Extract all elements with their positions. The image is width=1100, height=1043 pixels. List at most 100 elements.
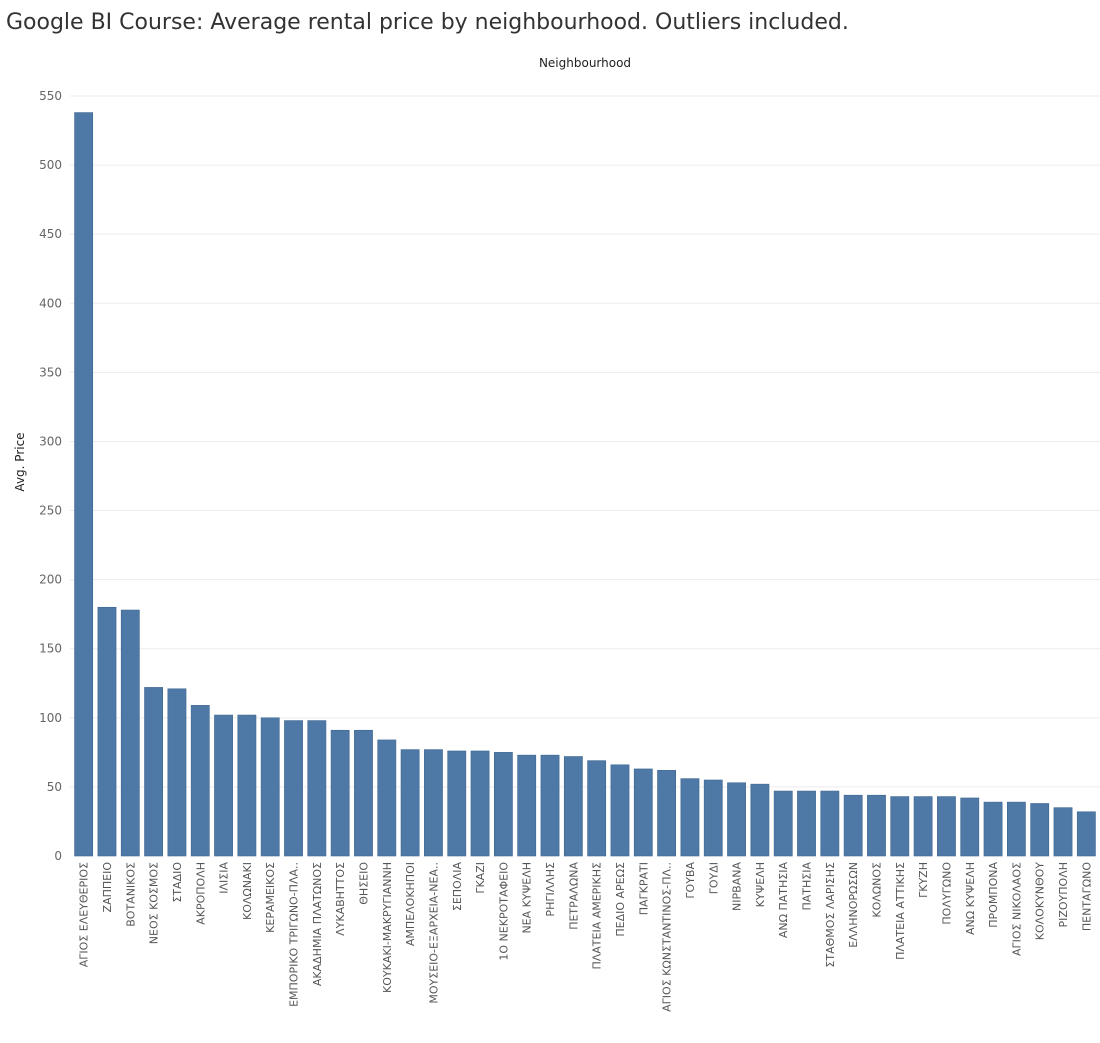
x-tick-label: ΒΟΤΑΝΙΚΟΣ [124,862,137,927]
bar [354,729,373,857]
y-axis-ticks: 0 50 100 150 200 250 300 350 400 450 500 550 [39,89,62,863]
x-tick-label: ΠΕΤΡΑΛΩΝΑ [567,862,580,930]
x-tick-label: ΡΗΓΙΛΛΗΣ [544,862,557,917]
y-tick-label: 500 [39,158,62,172]
x-tick-label: ΠΑΓΚΡΑΤΙ [637,862,650,915]
bar [214,714,233,857]
y-tick-label: 250 [39,504,62,518]
bar [773,790,793,857]
bar [493,752,513,857]
x-tick-label: ΠΟΛΥΓΩΝΟ [940,862,953,925]
bar [237,714,257,857]
x-tick-label: ΠΑΤΗΣΙΑ [801,862,814,911]
x-tick-label: ΑΓΙΟΣ ΚΩΝΣΤΑΝΤΙΝΟΣ-ΠΛ.. [661,862,674,1012]
y-tick-label: 100 [39,711,62,725]
bar [190,705,210,857]
x-tick-label: ΝΕΟΣ ΚΟΣΜΟΣ [148,862,161,944]
bar [517,754,537,857]
x-tick-label: ΓΚΥΖΗ [917,862,930,898]
bar [120,609,140,857]
x-tick-label: ΠΕΝΤΑΓΩΝΟ [1080,862,1093,931]
y-tick-label: 300 [39,434,62,448]
bar [307,720,327,857]
bar [330,729,350,857]
x-tick-label: ΓΟΥΔΙ [707,862,720,894]
x-tick-label: ΑΝΩ ΚΥΨΕΛΗ [964,862,977,935]
x-tick-label: ΝΕΑ ΚΥΨΕΛΗ [521,862,534,934]
bar [727,782,746,857]
y-tick-label: 350 [39,365,62,379]
bar [377,739,397,857]
gridlines [70,95,1100,788]
bar [633,768,653,857]
bar [284,720,303,857]
bar [797,790,816,857]
bar [680,778,700,857]
bar [470,750,490,857]
bar [540,754,560,857]
x-tick-label: ΚΟΥΚΑΚΙ-ΜΑΚΡΥΓΙΑΝΝΗ [381,862,394,993]
bar [843,794,863,857]
bar [1006,801,1026,857]
y-tick-label: 200 [39,573,62,587]
bar [167,688,187,857]
x-tick-label: ΑΜΠΕΛΟΚΗΠΟΙ [404,862,417,946]
bar [587,760,607,857]
bar [657,770,677,857]
x-tick-label: ΠΕΔΙΟ ΑΡΕΩΣ [614,862,627,937]
x-tick-label: ΡΙΖΟΥΠΟΛΗ [1057,862,1070,928]
x-tick-label: ΓΟΥΒΑ [684,862,697,899]
bar [820,790,840,857]
bar [960,797,980,857]
x-tick-label: ΠΛΑΤΕΙΑ ΑΜΕΡΙΚΗΣ [591,862,604,970]
x-tick-label: ΚΥΨΕΛΗ [754,862,767,907]
x-axis-labels: ΑΓΙΟΣ ΕΛΕΥΘΕΡΙΟΣ ΖΑΠΠΕΙΟ ΒΟΤΑΝΙΚΟΣ ΝΕΟΣ ΚΟΣ… [78,862,1094,1012]
y-tick-label: 0 [54,849,62,863]
x-tick-label: ΑΓΙΟΣ ΕΛΕΥΘΕΡΙΟΣ [78,862,91,967]
x-tick-label: ΙΛΙΣΙΑ [218,862,231,894]
bar [1053,807,1073,857]
x-tick-label: ΠΛΑΤΕΙΑ ΑΤΤΙΚΗΣ [894,862,907,960]
x-tick-label: ΚΟΛΩΝΟΣ [870,862,883,918]
x-tick-label: ΕΛΛΗΝΟΡΩΣΩΝ [847,862,860,948]
bar [424,749,443,857]
bar [447,750,467,857]
x-tick-label: ΑΚΑΔΗΜΙΑ ΠΛΑΤΩΝΟΣ [311,862,324,986]
x-tick-label: ΜΟΥΣΕΙΟ-ΕΞΑΡΧΕΙΑ-ΝΕΑ.. [427,862,440,1004]
x-axis-title: Neighbourhood [539,56,631,70]
y-tick-label: 400 [39,296,62,310]
bar [913,796,933,857]
y-tick-label: 50 [47,780,62,794]
x-tick-label: ΛΥΚΑΒΗΤΤΟΣ [334,862,347,936]
x-tick-label: ΘΗΣΕΙΟ [357,862,370,905]
y-tick-label: 150 [39,642,62,656]
bar [750,783,770,857]
x-tick-label: ΚΟΛΟΚΥΝΘΟΥ [1034,862,1047,941]
x-tick-label: ΣΕΠΟΛΙΑ [451,862,464,912]
y-tick-label: 550 [39,89,62,103]
x-tick-label: ΚΕΡΑΜΕΙΚΟΣ [264,862,277,933]
y-axis-title: Avg. Price [13,432,27,491]
bar [144,687,164,857]
x-tick-label: ΣΤΑΔΙΟ [171,862,184,903]
bar [563,756,583,857]
bar [260,717,280,857]
x-tick-label: ΑΝΩ ΠΑΤΗΣΙΑ [777,862,790,939]
x-tick-label: ΕΜΠΟΡΙΚΟ ΤΡΙΓΩΝΟ-ΠΛΑ.. [288,862,301,1007]
x-tick-label: 1Ο ΝΕΚΡΟΤΑΦΕΙΟ [497,862,510,961]
bar [1076,811,1096,857]
x-tick-label: ΑΓΙΟΣ ΝΙΚΟΛΑΟΣ [1010,862,1023,956]
bar [867,794,886,857]
x-tick-label: ΝΙΡΒΑΝΑ [731,862,744,911]
bar [983,801,1003,857]
bar [610,764,630,857]
chart-title: Google BI Course: Average rental price b… [6,10,849,35]
y-tick-label: 450 [39,227,62,241]
x-tick-label: ΣΤΑΘΜΟΣ ΛΑΡΙΣΗΣ [824,862,837,968]
x-tick-label: ΑΚΡΟΠΟΛΗ [194,862,207,925]
x-tick-label: ΖΑΠΠΕΙΟ [101,862,114,913]
bar [937,796,956,857]
bar [400,749,420,857]
bars [74,112,1096,857]
